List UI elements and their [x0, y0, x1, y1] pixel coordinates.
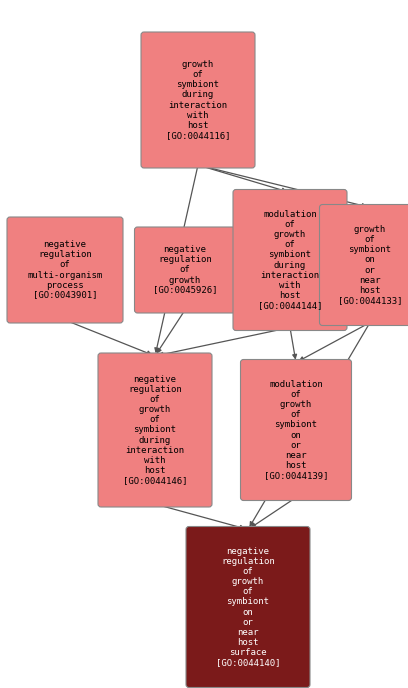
FancyBboxPatch shape: [135, 227, 235, 313]
FancyBboxPatch shape: [233, 189, 347, 330]
Text: negative
regulation
of
growth
of
symbiont
on
or
near
host
surface
[GO:0044140]: negative regulation of growth of symbion…: [216, 547, 280, 667]
FancyBboxPatch shape: [186, 526, 310, 687]
FancyBboxPatch shape: [7, 217, 123, 323]
Text: negative
regulation
of
growth
of
symbiont
during
interaction
with
host
[GO:00441: negative regulation of growth of symbion…: [123, 375, 187, 485]
Text: negative
regulation
of
growth
[GO:0045926]: negative regulation of growth [GO:004592…: [153, 246, 217, 294]
Text: negative
regulation
of
multi-organism
process
[GO:0043901]: negative regulation of multi-organism pr…: [27, 240, 103, 300]
Text: growth
of
symbiont
during
interaction
with
host
[GO:0044116]: growth of symbiont during interaction wi…: [166, 61, 230, 140]
Text: modulation
of
growth
of
symbiont
on
or
near
host
[GO:0044139]: modulation of growth of symbiont on or n…: [264, 380, 328, 480]
FancyBboxPatch shape: [240, 360, 352, 500]
FancyBboxPatch shape: [98, 353, 212, 507]
FancyBboxPatch shape: [319, 204, 408, 325]
Text: growth
of
symbiont
on
or
near
host
[GO:0044133]: growth of symbiont on or near host [GO:0…: [338, 226, 402, 305]
Text: modulation
of
growth
of
symbiont
during
interaction
with
host
[GO:0044144]: modulation of growth of symbiont during …: [258, 211, 322, 310]
FancyBboxPatch shape: [141, 32, 255, 168]
